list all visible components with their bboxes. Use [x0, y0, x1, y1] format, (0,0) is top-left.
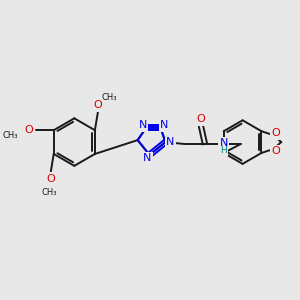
Text: CH₃: CH₃	[41, 188, 56, 196]
Text: CH₃: CH₃	[102, 93, 117, 102]
Text: O: O	[196, 114, 206, 124]
Text: O: O	[25, 125, 33, 135]
Text: CH₃: CH₃	[3, 131, 18, 140]
Text: H: H	[220, 146, 227, 155]
Text: N: N	[220, 138, 228, 148]
Text: O: O	[271, 146, 280, 156]
Text: O: O	[271, 128, 280, 138]
Text: N: N	[138, 120, 147, 130]
Text: O: O	[94, 100, 102, 110]
Text: O: O	[46, 174, 55, 184]
Text: N: N	[143, 153, 152, 163]
Text: N: N	[160, 120, 169, 130]
Text: N: N	[166, 137, 175, 147]
